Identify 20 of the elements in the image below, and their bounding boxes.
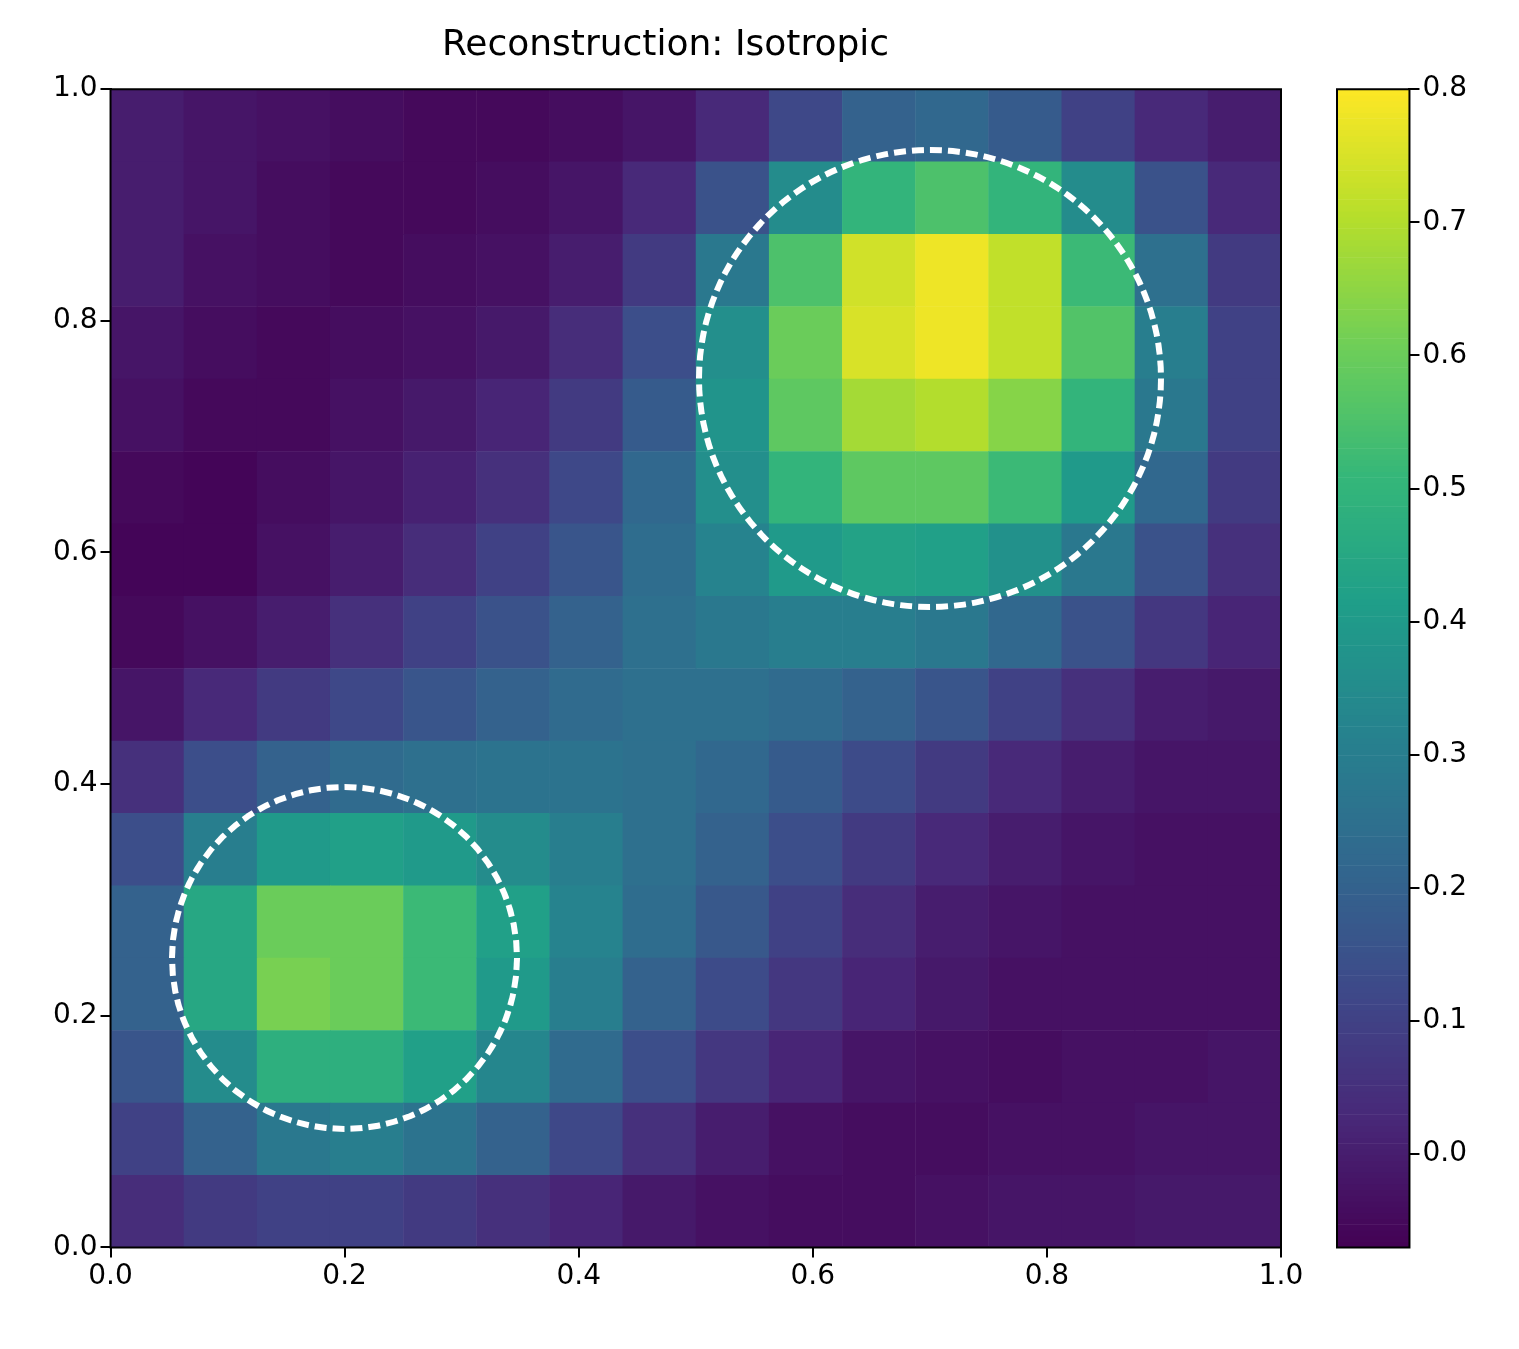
y-tick-label: 0.2 xyxy=(53,997,98,1031)
color-bar-label: 0.2 xyxy=(1422,869,1467,903)
color-bar-label: 0.6 xyxy=(1422,336,1467,370)
color-bar-label: 0.8 xyxy=(1422,70,1467,104)
color-bar-label: 0.3 xyxy=(1422,736,1467,770)
color-bar-label: 0.5 xyxy=(1422,469,1467,503)
color-bar-label: 0.1 xyxy=(1422,1002,1467,1036)
x-tick-label: 1.0 xyxy=(1258,1258,1304,1292)
y-tick-label: 0.4 xyxy=(53,765,98,799)
x-tick-label: 0.2 xyxy=(322,1258,367,1292)
x-tick-label: 0.4 xyxy=(556,1258,601,1292)
color-bar-label: 0.4 xyxy=(1422,602,1467,636)
color-bar-label: 0.0 xyxy=(1422,1135,1467,1169)
x-tick-label: 0.8 xyxy=(1024,1258,1070,1292)
y-tick-label: 0.8 xyxy=(53,302,98,336)
y-tick-label: 0.6 xyxy=(53,533,98,567)
color-bar-label: 0.7 xyxy=(1422,203,1467,237)
x-tick-label: 0.6 xyxy=(790,1258,836,1292)
y-tick-label: 1.0 xyxy=(53,70,98,104)
chart-title: Reconstruction: Isotropic xyxy=(441,21,890,63)
